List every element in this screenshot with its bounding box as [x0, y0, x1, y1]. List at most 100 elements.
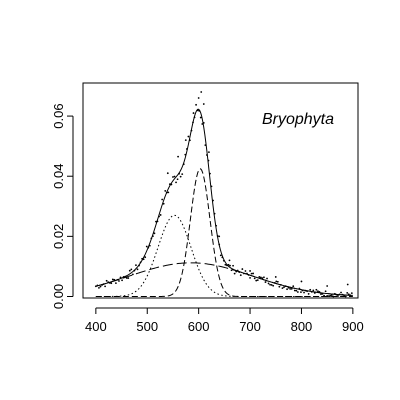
observed-point: [329, 294, 332, 297]
observed-point: [139, 261, 142, 264]
observed-point: [219, 254, 222, 257]
observed-point: [153, 232, 156, 235]
observed-point: [326, 285, 329, 287]
x-tick-label: 900: [342, 319, 364, 334]
observed-point: [215, 224, 218, 227]
observed-point: [287, 286, 290, 289]
observed-point: [229, 264, 231, 267]
observed-points-layer: [94, 91, 353, 298]
observed-point: [164, 190, 167, 192]
observed-point: [155, 220, 157, 223]
observed-point: [162, 202, 165, 205]
observed-point: [170, 183, 173, 186]
observed-point: [200, 91, 203, 93]
observed-point: [116, 278, 119, 281]
observed-point: [333, 292, 336, 295]
observed-point: [99, 285, 102, 288]
observed-point: [107, 281, 110, 284]
observed-point: [184, 153, 187, 156]
observed-point: [263, 276, 265, 279]
observed-point: [205, 154, 208, 156]
observed-point: [128, 269, 131, 272]
observed-point: [138, 264, 140, 267]
observed-point: [323, 294, 325, 297]
observed-point: [221, 256, 224, 259]
plot-frame: [82, 82, 359, 299]
x-tick-label: 700: [239, 319, 261, 334]
observed-point: [118, 280, 120, 282]
observed-point: [124, 275, 127, 278]
observed-point: [130, 268, 133, 271]
observed-point: [197, 97, 200, 99]
observed-point: [168, 183, 171, 186]
observed-point: [275, 280, 278, 283]
observed-point: [313, 292, 316, 294]
observed-point: [150, 237, 153, 240]
observed-point: [249, 276, 251, 279]
observed-point: [202, 122, 205, 124]
observed-point: [306, 290, 309, 293]
observed-point: [105, 279, 108, 282]
observed-point: [289, 288, 292, 290]
observed-point: [166, 172, 169, 175]
observed-point: [256, 279, 259, 282]
observed-point: [147, 246, 150, 249]
observed-point: [227, 263, 230, 266]
observed-point: [310, 290, 313, 293]
observed-point: [300, 291, 302, 293]
observed-point: [230, 269, 233, 272]
observed-point: [267, 282, 270, 285]
observed-point: [298, 287, 301, 290]
observed-point: [113, 278, 116, 281]
observed-point: [173, 175, 176, 178]
observed-point: [307, 293, 310, 295]
observed-point: [283, 286, 285, 288]
y-tick-label: 0.00: [51, 284, 66, 309]
observed-point: [312, 289, 315, 292]
observed-point: [119, 276, 122, 279]
observed-point: [121, 279, 123, 282]
y-axis: 0.00 0.02 0.04 0.06: [51, 103, 74, 309]
observed-point: [165, 191, 168, 194]
observed-point: [210, 185, 213, 188]
observed-point: [228, 259, 231, 262]
observed-point: [161, 198, 164, 201]
observed-point: [185, 148, 188, 150]
observed-point: [295, 289, 298, 292]
observed-point: [152, 235, 154, 238]
observed-point: [159, 214, 162, 216]
observed-point: [98, 286, 100, 289]
observed-point: [201, 123, 204, 125]
component-curve-1: [95, 214, 353, 297]
observed-point: [249, 270, 251, 272]
x-axis: 400 500 600 700 800 900: [85, 307, 364, 334]
observed-point: [238, 271, 241, 273]
observed-point: [301, 289, 304, 292]
observed-point: [158, 215, 160, 218]
x-tick-label: 600: [188, 319, 210, 334]
observed-point: [253, 277, 256, 280]
observed-point: [340, 291, 342, 294]
observed-point: [327, 295, 330, 298]
observed-point: [136, 268, 139, 271]
observed-point: [175, 181, 177, 184]
observed-point: [338, 293, 341, 296]
observed-point: [347, 293, 350, 296]
observed-point: [270, 284, 273, 286]
chart-annotation: Bryophyta: [262, 111, 334, 128]
observed-point: [187, 135, 190, 138]
observed-point: [131, 273, 134, 276]
observed-point: [181, 173, 184, 176]
observed-point: [324, 290, 327, 293]
observed-point: [135, 264, 137, 267]
observed-point: [176, 178, 179, 181]
component-curve-2: [95, 168, 353, 297]
observed-point: [195, 103, 197, 106]
curves-layer: [95, 108, 353, 297]
observed-point: [296, 291, 299, 293]
observed-point: [317, 290, 319, 293]
y-tick-label: 0.02: [51, 224, 66, 249]
observed-point: [208, 151, 210, 154]
observed-point: [209, 172, 211, 175]
observed-point: [326, 295, 329, 297]
